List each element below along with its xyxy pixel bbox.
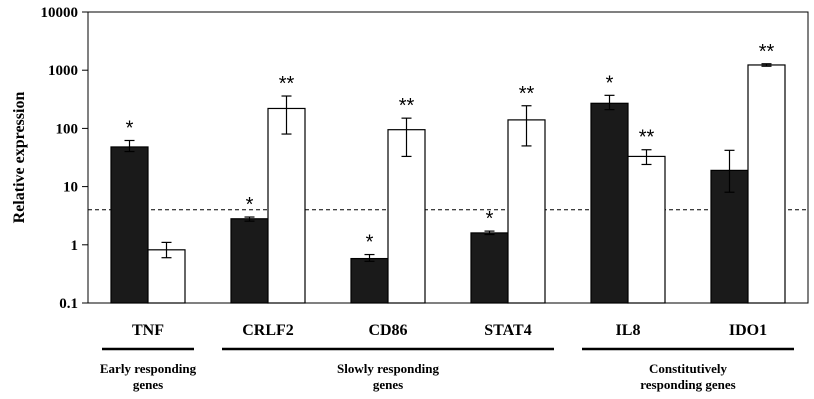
bar-il8-s1 xyxy=(590,102,629,304)
significance-marker: ** xyxy=(519,83,535,105)
group-label: genes xyxy=(373,377,403,392)
significance-marker: ** xyxy=(759,41,775,63)
group-label: Constitutively xyxy=(649,361,728,376)
category-label: CD86 xyxy=(368,322,407,339)
axes xyxy=(82,11,809,351)
category-label: TNF xyxy=(132,322,164,339)
group-label: responding genes xyxy=(640,377,735,392)
category-label: IDO1 xyxy=(729,322,767,339)
significance-marker: ** xyxy=(639,127,655,149)
bar-ido1-s2 xyxy=(747,64,786,304)
significance-marker: * xyxy=(126,117,134,139)
labels: 0.1 1 10 100 1000 10000 Relative expression * TN… xyxy=(11,5,774,392)
significance-marker: ** xyxy=(399,95,415,117)
category-label: STAT4 xyxy=(484,322,531,339)
bar-cd86-s2 xyxy=(387,129,426,304)
bar-stat4-s2 xyxy=(507,119,546,304)
group-label: genes xyxy=(133,377,163,392)
y-tick-label: 10000 xyxy=(41,5,79,21)
significance-marker: * xyxy=(366,232,374,254)
y-tick-label: 0.1 xyxy=(59,296,78,312)
plot-frame xyxy=(87,11,809,304)
bar-tnf-s1 xyxy=(110,146,149,304)
y-tick-label: 1 xyxy=(71,238,79,254)
group-label: Early responding xyxy=(100,361,197,376)
y-tick-label: 10 xyxy=(63,180,78,196)
y-axis-title: Relative expression xyxy=(11,92,28,224)
category-label: CRLF2 xyxy=(242,322,294,339)
bar-il8-s2 xyxy=(627,155,666,304)
significance-marker: * xyxy=(246,194,254,216)
bar-stat4-s1 xyxy=(470,232,509,304)
group-label: Slowly responding xyxy=(337,361,439,376)
bars xyxy=(110,63,786,304)
y-tick-label: 1000 xyxy=(48,63,78,79)
significance-marker: ** xyxy=(279,73,295,95)
y-tick-label: 100 xyxy=(56,121,79,137)
bar-crlf2-s1 xyxy=(230,218,269,304)
bar-cd86-s1 xyxy=(350,257,389,304)
bar-crlf2-s2 xyxy=(267,107,306,304)
significance-marker: * xyxy=(486,208,494,230)
category-label: IL8 xyxy=(616,322,641,339)
significance-marker: * xyxy=(606,72,614,94)
